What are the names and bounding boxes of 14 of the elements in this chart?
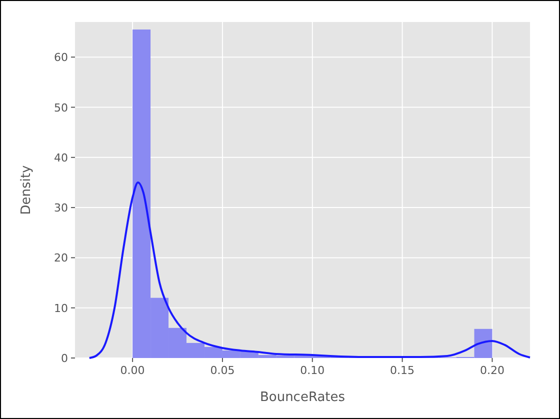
y-tick-label: 10 — [54, 302, 68, 315]
x-tick-label: 0.00 — [120, 364, 145, 377]
y-tick-label: 20 — [54, 252, 68, 265]
y-tick-label: 0 — [61, 352, 68, 365]
x-tick-label: 0.15 — [390, 364, 415, 377]
y-tick-label: 50 — [54, 101, 68, 114]
x-axis-title: BounceRates — [260, 390, 346, 405]
y-tick-label: 40 — [54, 151, 68, 164]
y-tick-label: 30 — [54, 202, 68, 215]
x-tick-label: 0.10 — [300, 364, 325, 377]
y-axis-title: Density — [19, 164, 34, 215]
x-tick-label: 0.05 — [210, 364, 235, 377]
y-tick-label: 60 — [54, 51, 68, 64]
x-tick-label: 0.20 — [480, 364, 504, 377]
